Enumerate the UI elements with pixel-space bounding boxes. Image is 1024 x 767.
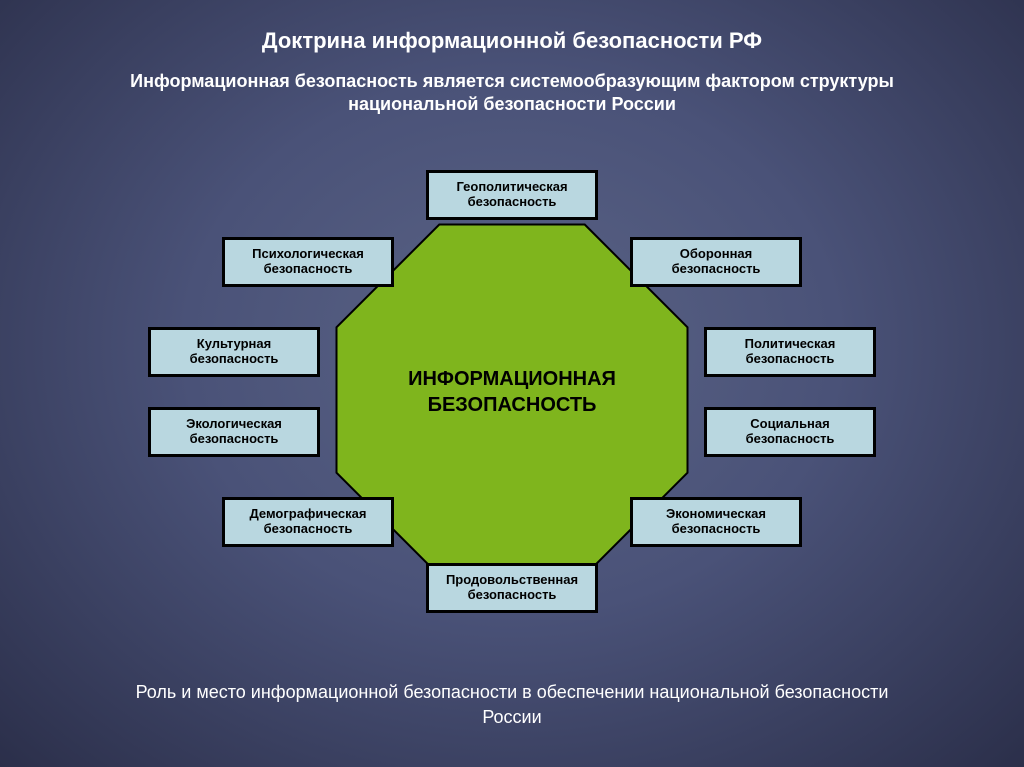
page-footer: Роль и место информационной безопасности… (0, 680, 1024, 730)
center-label-line1: ИНФОРМАЦИОННАЯ (372, 366, 652, 392)
center-label-line2: БЕЗОПАСНОСТЬ (372, 392, 652, 418)
node-psychological: Психологическая безопасность (222, 237, 394, 287)
page-subtitle: Информационная безопасность является сис… (0, 70, 1024, 117)
node-cultural: Культурная безопасность (148, 327, 320, 377)
center-label: ИНФОРМАЦИОННАЯ БЕЗОПАСНОСТЬ (372, 366, 652, 418)
node-ecological: Экологическая безопасность (148, 407, 320, 457)
node-geopolitical: Геополитическая безопасность (426, 170, 598, 220)
node-demographic: Демографическая безопасность (222, 497, 394, 547)
node-economic: Экономическая безопасность (630, 497, 802, 547)
node-political: Политическая безопасность (704, 327, 876, 377)
node-defense: Оборонная безопасность (630, 237, 802, 287)
node-social: Социальная безопасность (704, 407, 876, 457)
node-food: Продовольственная безопасность (426, 563, 598, 613)
page-title: Доктрина информационной безопасности РФ (0, 28, 1024, 54)
